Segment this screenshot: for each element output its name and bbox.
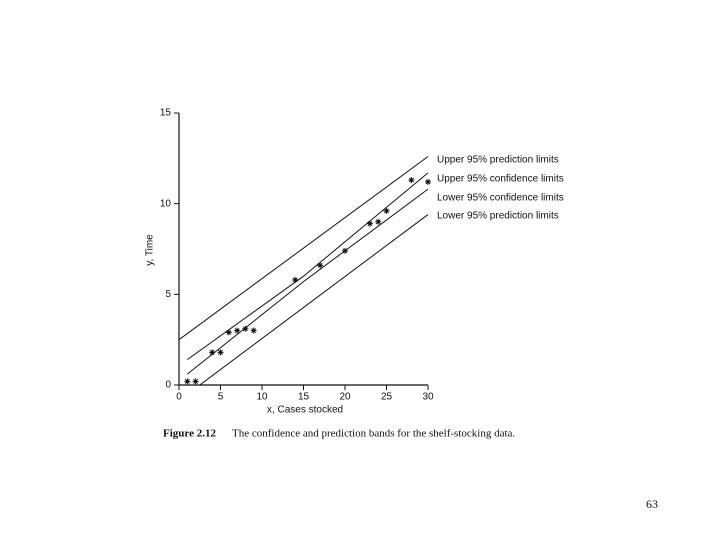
page-number: 63 [646, 497, 658, 511]
y-tick-label: 15 [160, 108, 172, 119]
caption-label: Figure 2.12 [163, 428, 216, 440]
x-tick-label: 5 [218, 392, 224, 403]
caption-text: The confidence and prediction bands for … [232, 428, 515, 440]
x-tick-label: 0 [176, 392, 182, 403]
y-axis-label: y, Time [145, 234, 156, 266]
x-tick-label: 30 [422, 392, 434, 403]
data-point [184, 378, 191, 385]
x-tick-label: 10 [256, 392, 268, 403]
y-tick-label: 0 [165, 380, 171, 391]
data-point [250, 327, 257, 334]
data-point [192, 378, 199, 385]
band-line [186, 188, 429, 375]
data-point [425, 178, 431, 185]
data-point [366, 220, 373, 227]
x-axis-label: x, Cases stocked [267, 405, 343, 416]
x-tick-label: 25 [381, 392, 393, 403]
legend-label: Lower 95% confidence limits [437, 193, 564, 204]
y-tick-label: 10 [160, 198, 172, 209]
x-tick-label: 20 [339, 392, 351, 403]
data-point [217, 349, 224, 356]
band-line [187, 172, 429, 361]
data-point [242, 325, 249, 332]
data-point [225, 329, 232, 336]
band-line [178, 156, 429, 341]
data-point [209, 349, 216, 356]
data-point [317, 262, 324, 269]
band-line [199, 214, 429, 386]
y-tick-label: 5 [165, 289, 171, 300]
legend-label: Upper 95% confidence limits [437, 174, 564, 185]
data-point [383, 207, 390, 214]
legend-label: Upper 95% prediction limits [437, 155, 559, 166]
legend-label: Lower 95% prediction limits [437, 211, 559, 222]
data-point [408, 177, 415, 184]
data-point [342, 247, 348, 254]
x-tick-label: 15 [298, 392, 310, 403]
data-point [234, 327, 241, 334]
data-point [292, 276, 299, 283]
data-point [375, 218, 382, 225]
